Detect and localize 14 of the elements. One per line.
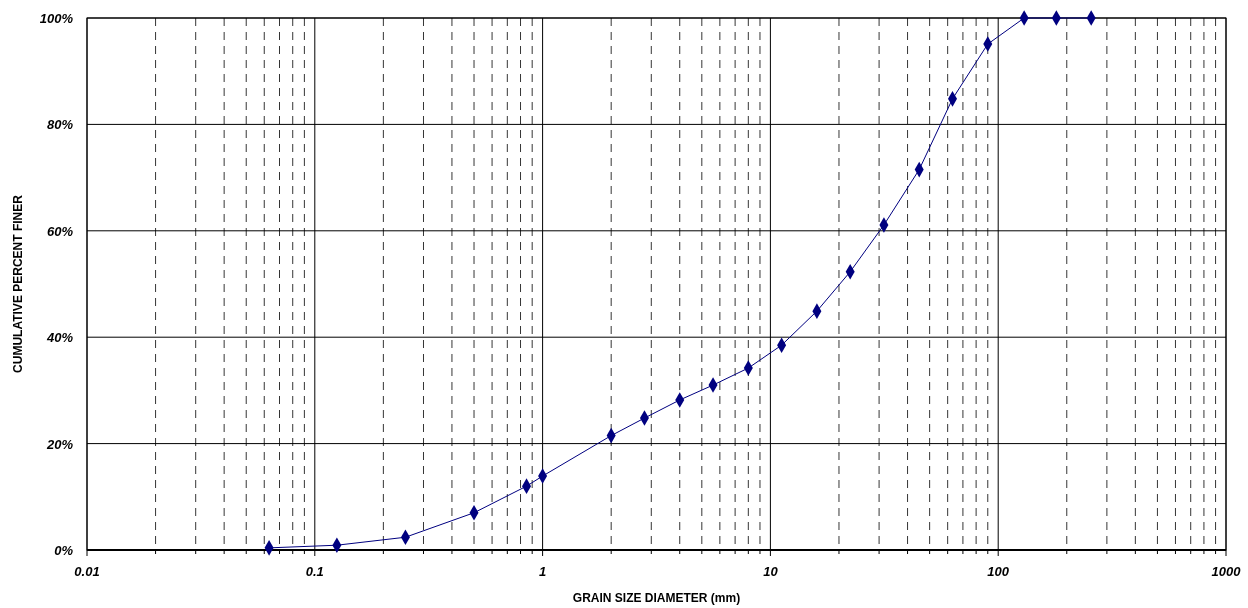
x-tick-label: 0.01 xyxy=(74,564,100,579)
x-tick-label: 10 xyxy=(763,564,779,579)
x-tick-label: 1000 xyxy=(1211,564,1242,579)
x-tick-label: 100 xyxy=(987,564,1010,579)
y-tick-label: 80% xyxy=(46,117,74,133)
y-tick-label: 0% xyxy=(54,543,74,558)
y-axis-title: CUMULATIVE PERCENT FINER xyxy=(11,194,25,373)
y-tick-label: 40% xyxy=(45,330,74,346)
x-tick-label: 0.1 xyxy=(305,564,324,579)
x-tick-label: 1 xyxy=(538,564,547,579)
y-tick-label: 100% xyxy=(39,11,74,26)
y-tick-label: 60% xyxy=(46,223,74,239)
y-tick-label: 20% xyxy=(45,436,74,452)
x-axis-title: GRAIN SIZE DIAMETER (mm) xyxy=(572,591,741,605)
